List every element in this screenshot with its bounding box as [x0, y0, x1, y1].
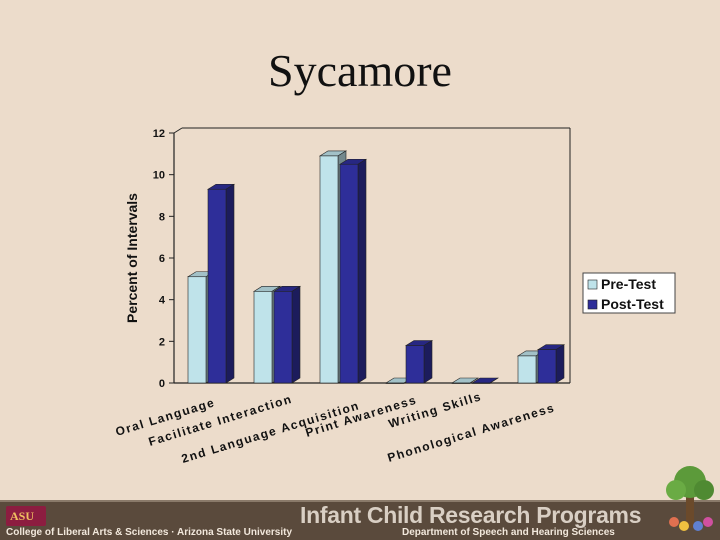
bar-post-test — [206, 183, 236, 384]
bar-side-face — [423, 339, 433, 384]
asu-logo: ASU — [6, 506, 46, 526]
legend-label: Pre-Test — [601, 276, 656, 292]
legend-box — [582, 272, 676, 314]
bar-front-face — [405, 345, 425, 384]
bar-front-face — [207, 188, 227, 384]
footer-program-title: Infant Child Research Programs — [300, 502, 642, 528]
asu-logo-text: ASU — [10, 509, 35, 523]
bar-front-face — [451, 382, 471, 384]
bar-post-test — [536, 344, 566, 384]
y-tick-label: 0 — [159, 378, 165, 390]
footer-department-text: Department of Speech and Hearing Science… — [402, 527, 615, 538]
footer-bar — [0, 500, 720, 540]
bar-side-face — [489, 377, 499, 384]
bar-pre-test — [450, 377, 480, 384]
bar-post-test — [470, 377, 500, 384]
bar-front-face — [537, 349, 557, 384]
legend-swatch-pre-test — [587, 279, 598, 290]
y-tick-label: 4 — [159, 295, 166, 307]
bar-front-face — [339, 163, 359, 384]
y-axis-label: Percent of Intervals — [124, 193, 140, 323]
bar-front-face — [385, 382, 405, 384]
footer-college-text: College of Liberal Arts & Sciences · Ari… — [6, 527, 293, 538]
bar-front-face — [471, 382, 491, 384]
bar-side-face — [225, 183, 235, 384]
bar-front-face — [273, 291, 293, 384]
bar-front-face — [253, 291, 273, 384]
tree-icon — [666, 466, 714, 531]
slide-title: Sycamore — [268, 45, 452, 96]
bar-post-test — [272, 285, 302, 384]
bar-front-face — [319, 155, 339, 384]
y-tick-label: 8 — [159, 211, 165, 223]
legend-label: Post-Test — [601, 296, 664, 312]
y-tick-label: 6 — [159, 253, 165, 265]
plot-top-depth-left — [173, 127, 183, 134]
bar-side-face — [469, 377, 479, 384]
bar-side-face — [555, 344, 565, 384]
y-tick-label: 10 — [153, 170, 165, 182]
y-tick-label: 2 — [159, 336, 165, 348]
legend: Pre-Test Post-Test — [582, 272, 676, 314]
footer-divider — [0, 500, 720, 502]
y-tick-label: 12 — [153, 128, 165, 140]
bar-post-test — [338, 158, 368, 384]
bar-side-face — [357, 158, 367, 384]
bar-front-face — [187, 276, 207, 384]
bar-side-face — [291, 285, 301, 384]
bar-front-face — [517, 355, 537, 384]
bar-post-test — [404, 339, 434, 384]
legend-swatch-post-test — [587, 299, 598, 310]
